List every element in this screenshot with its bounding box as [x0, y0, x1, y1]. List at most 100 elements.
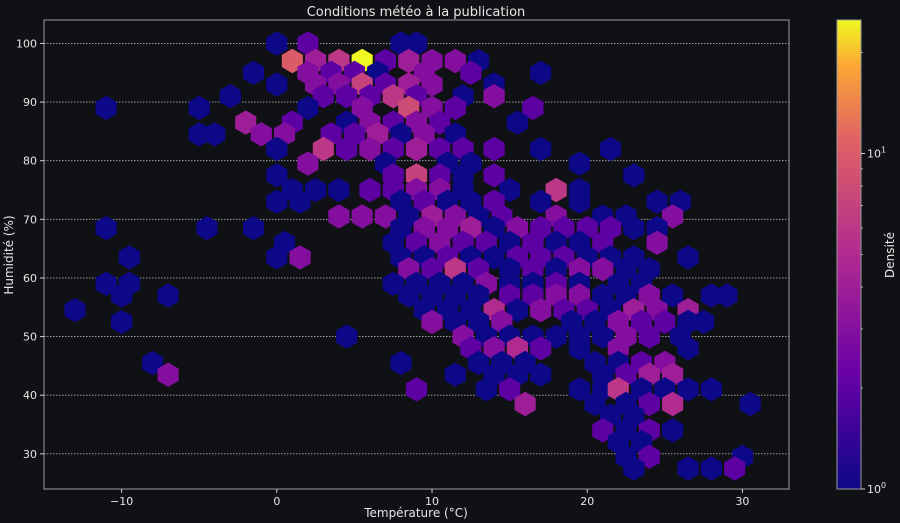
hex-cell — [266, 31, 288, 56]
x-tick-label: 30 — [735, 495, 749, 508]
y-tick-label: 80 — [23, 155, 37, 168]
x-tick-label: −10 — [110, 495, 133, 508]
hex-cell — [390, 350, 412, 376]
hex-cell — [568, 189, 590, 214]
hex-cell — [64, 298, 86, 323]
x-tick-label: 10 — [425, 495, 439, 508]
hex-cell — [188, 95, 210, 121]
hex-cell — [204, 122, 226, 147]
hex-cell — [95, 95, 117, 121]
hex-cell — [297, 95, 319, 121]
y-tick-label: 40 — [23, 389, 37, 402]
hex-cell — [444, 95, 466, 121]
hex-cell — [359, 136, 381, 162]
hex-cell — [460, 60, 482, 85]
hex-cell — [336, 324, 358, 349]
plot-frame — [43, 19, 790, 490]
hex-cell — [111, 283, 133, 308]
hex-cell — [196, 215, 218, 241]
hex-cell — [219, 84, 241, 109]
x-tick-label: 20 — [580, 495, 594, 508]
hex-cell — [444, 362, 466, 387]
hex-cell — [266, 163, 288, 188]
hex-cell — [297, 31, 319, 56]
hex-cell — [359, 177, 381, 203]
hex-cell — [677, 245, 699, 270]
hex-cell — [157, 362, 179, 387]
hex-cell — [530, 298, 552, 323]
y-tick-label: 50 — [23, 331, 37, 344]
hex-cell — [405, 31, 428, 56]
hex-cell — [266, 189, 288, 214]
hex-cell — [739, 391, 761, 417]
hex-cell — [289, 189, 311, 214]
hex-cell — [243, 60, 265, 85]
colorbar-tick-label: 100 — [867, 481, 886, 496]
y-tick-label: 60 — [23, 272, 37, 285]
hex-cell — [568, 377, 590, 402]
y-tick-label: 30 — [23, 448, 37, 461]
hex-cell — [297, 151, 319, 176]
hex-cell — [118, 245, 140, 270]
hex-cell — [662, 418, 684, 443]
hex-cell — [662, 283, 684, 308]
hex-cell — [266, 245, 288, 270]
hex-cell — [623, 456, 645, 481]
hex-cell — [724, 456, 746, 481]
hex-cell — [312, 136, 334, 162]
x-tick-label: 0 — [273, 495, 280, 508]
hex-cell — [530, 336, 552, 361]
hex-cell — [568, 151, 590, 176]
y-tick-label: 70 — [23, 213, 37, 226]
hex-cell — [623, 215, 645, 241]
hex-cell — [506, 110, 528, 135]
colorbar-ticks: 100 101 — [861, 52, 886, 496]
hex-cell — [483, 163, 505, 188]
hex-cell — [530, 189, 552, 214]
y-tick-label: 100 — [16, 37, 37, 50]
hexbin-cells — [64, 31, 761, 481]
hex-cell — [662, 391, 684, 417]
hex-cell — [646, 230, 668, 255]
hex-cell — [592, 257, 614, 282]
hex-cell — [623, 163, 645, 188]
y-axis-label: Humidité (%) — [2, 215, 16, 294]
hex-cell — [700, 377, 722, 402]
hex-cell — [499, 377, 521, 402]
hex-cell — [716, 283, 738, 308]
hex-cell — [568, 336, 590, 361]
hex-cell — [475, 377, 497, 402]
hex-cell — [638, 324, 660, 349]
hex-cell — [646, 189, 668, 214]
hex-cell — [677, 336, 699, 361]
hex-cell — [677, 377, 699, 402]
hex-cell — [530, 362, 552, 387]
hex-cell — [530, 60, 552, 85]
colorbar — [836, 19, 862, 490]
hex-cell — [522, 95, 544, 121]
hex-cell — [289, 245, 311, 270]
hex-cell — [483, 84, 505, 109]
hex-cell — [405, 136, 428, 162]
hex-cell — [700, 456, 722, 481]
hex-cell — [514, 391, 536, 417]
hex-cell — [111, 309, 133, 335]
hex-cell — [328, 204, 350, 229]
hex-cell — [530, 136, 552, 162]
x-axis-label: Température (°C) — [363, 506, 468, 520]
hex-cell — [421, 309, 443, 335]
hex-cell — [336, 136, 358, 162]
hex-cell — [599, 136, 622, 162]
hex-cell — [250, 122, 272, 147]
hex-cell — [243, 215, 265, 241]
hex-cell — [398, 283, 420, 308]
hex-cell — [693, 309, 715, 335]
chart-title: Conditions météo à la publication — [307, 5, 526, 20]
hex-cell — [483, 136, 505, 162]
hex-cell — [95, 215, 117, 241]
hex-cell — [266, 72, 288, 97]
y-axis-ticks: 30 40 50 60 70 80 90 100 — [16, 37, 44, 461]
x-axis-ticks: −10 0 10 20 30 — [110, 489, 749, 508]
hex-cell — [405, 377, 428, 402]
hex-cell — [157, 283, 179, 308]
